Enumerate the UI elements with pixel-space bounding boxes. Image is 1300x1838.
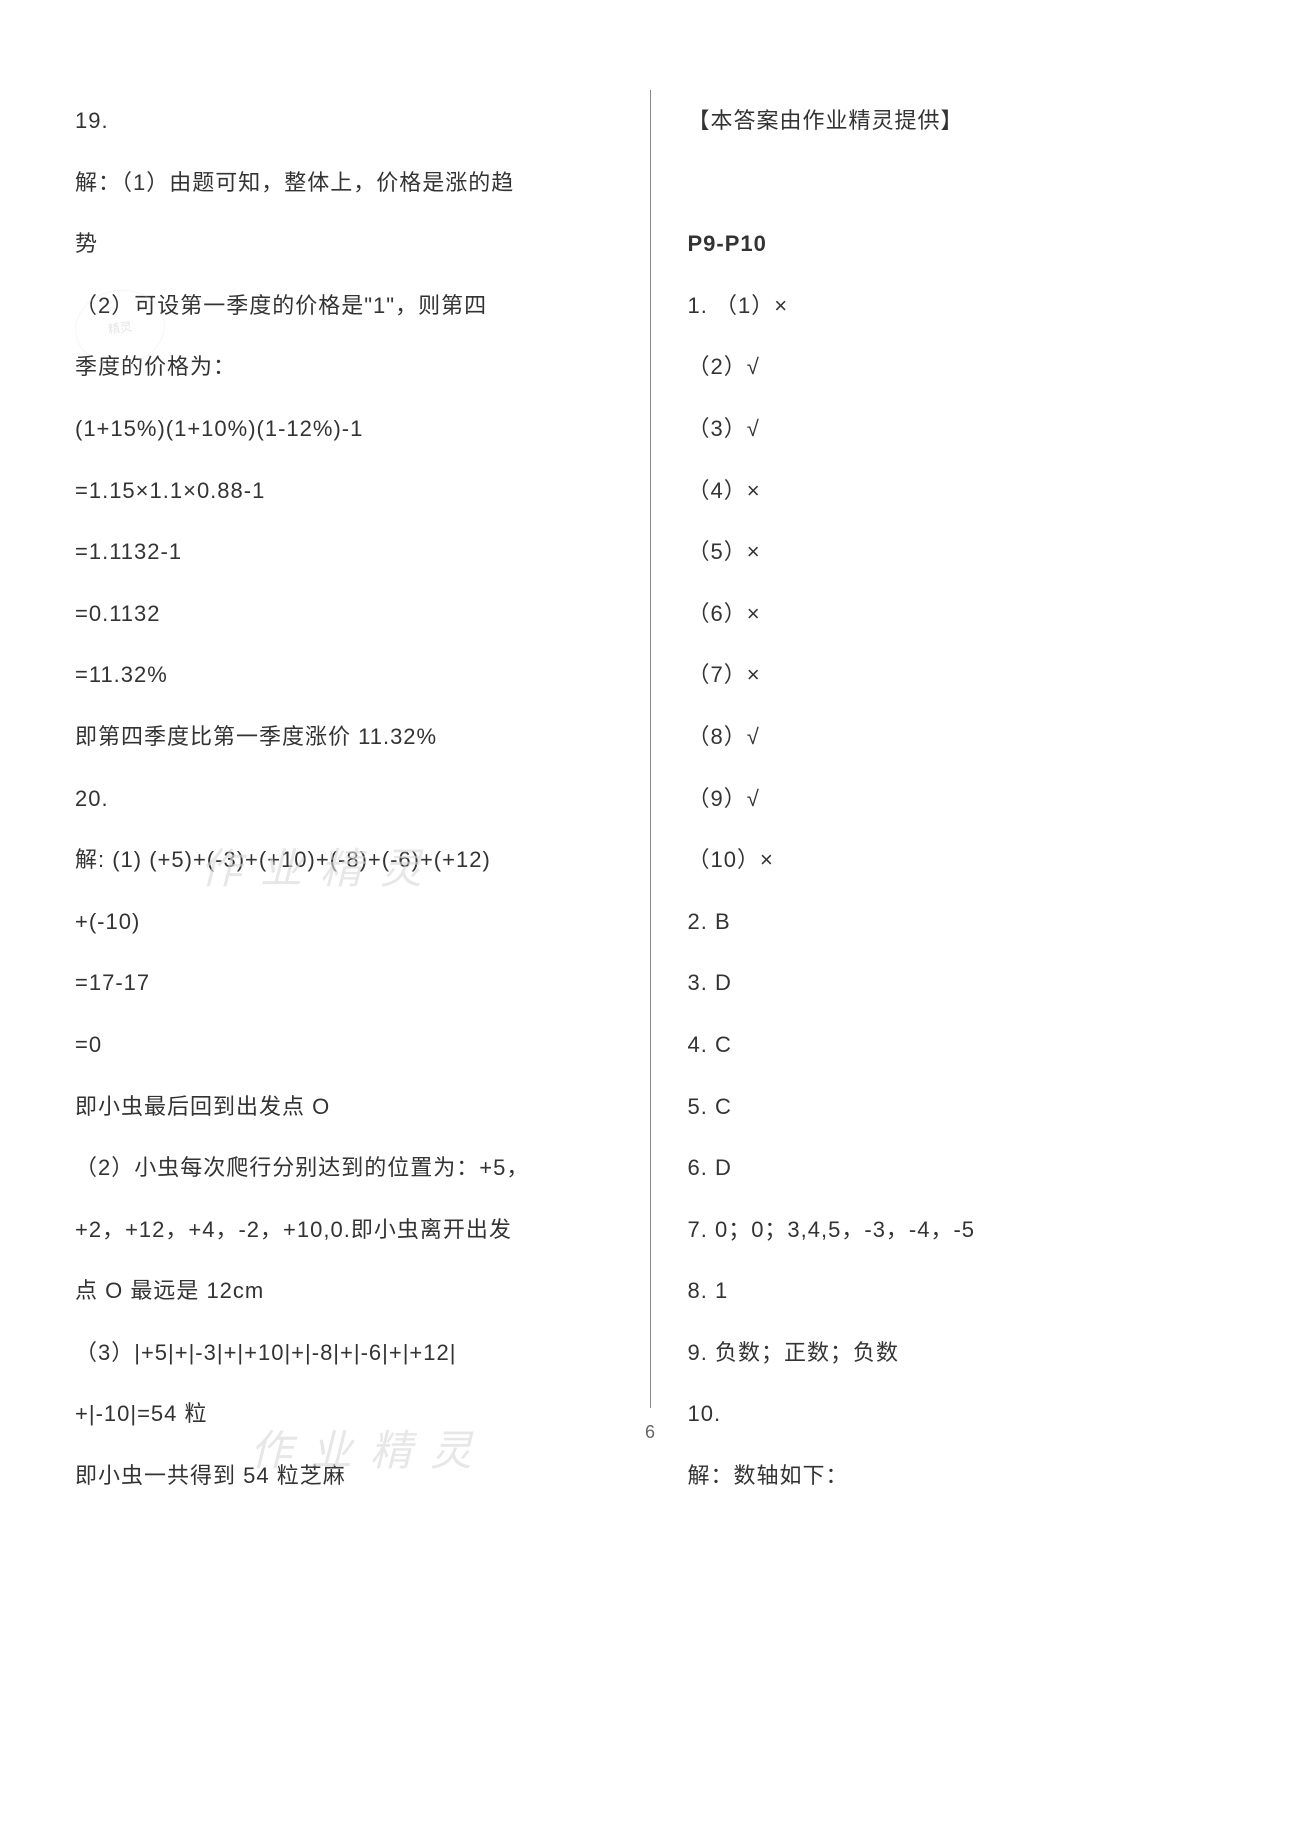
- answer-source: 【本答案由作业精灵提供】: [688, 90, 1241, 152]
- q20-part2-1: （2）小虫每次爬行分别达到的位置为：+5，: [75, 1137, 638, 1199]
- spacer: [688, 152, 1241, 214]
- ans-1-9: （9）√: [688, 768, 1241, 830]
- q20-number: 20.: [75, 768, 638, 830]
- section-header: P9-P10: [688, 213, 1241, 275]
- ans-4: 4. C: [688, 1014, 1241, 1076]
- ans-1-1: 1. （1）×: [688, 275, 1241, 337]
- ans-8: 8. 1: [688, 1260, 1241, 1322]
- watermark-text-1: 作业精灵: [200, 835, 440, 896]
- ans-3: 3. D: [688, 952, 1241, 1014]
- ans-7: 7. 0；0；3,4,5，-3，-4，-5: [688, 1199, 1241, 1261]
- q20-sol-2: +(-10): [75, 891, 638, 953]
- page-number: 6: [645, 1422, 655, 1443]
- q19-sol-4: 季度的价格为：: [75, 336, 638, 398]
- ans-1-10: （10）×: [688, 829, 1241, 891]
- ans-6: 6. D: [688, 1137, 1241, 1199]
- q20-part2-2: +2，+12，+4，-2，+10,0.即小虫离开出发: [75, 1199, 638, 1261]
- ans-1-7: （7）×: [688, 644, 1241, 706]
- q20-part3-1: （3）|+5|+|-3|+|+10|+|-8|+|-6|+|+12|: [75, 1322, 638, 1384]
- q20-conclusion-1: 即小虫最后回到出发点 O: [75, 1076, 638, 1138]
- stamp-text: 精灵: [107, 317, 133, 337]
- q19-number: 19.: [75, 90, 638, 152]
- q19-sol-1: 解：（1）由题可知，整体上，价格是涨的趋: [75, 152, 638, 214]
- q19-sol-9: =11.32%: [75, 644, 638, 706]
- q20-sol-3: =17-17: [75, 952, 638, 1014]
- ans-10-sol: 解：数轴如下：: [688, 1445, 1241, 1507]
- right-column: 【本答案由作业精灵提供】 P9-P10 1. （1）× （2）√ （3）√ （4…: [658, 90, 1241, 1798]
- ans-1-5: （5）×: [688, 521, 1241, 583]
- q19-conclusion: 即第四季度比第一季度涨价 11.32%: [75, 706, 638, 768]
- q20-part2-3: 点 O 最远是 12cm: [75, 1260, 638, 1322]
- q19-sol-7: =1.1132-1: [75, 521, 638, 583]
- ans-1-6: （6）×: [688, 583, 1241, 645]
- ans-9: 9. 负数；正数；负数: [688, 1322, 1241, 1384]
- q19-sol-8: =0.1132: [75, 583, 638, 645]
- q19-sol-5: (1+15%)(1+10%)(1-12%)-1: [75, 398, 638, 460]
- ans-1-4: （4）×: [688, 460, 1241, 522]
- q20-sol-4: =0: [75, 1014, 638, 1076]
- column-divider: [650, 90, 651, 1408]
- ans-1-2: （2）√: [688, 336, 1241, 398]
- ans-1-3: （3）√: [688, 398, 1241, 460]
- ans-2: 2. B: [688, 891, 1241, 953]
- q19-sol-6: =1.15×1.1×0.88-1: [75, 460, 638, 522]
- ans-5: 5. C: [688, 1076, 1241, 1138]
- left-column: 19. 解：（1）由题可知，整体上，价格是涨的趋 势 （2）可设第一季度的价格是…: [75, 90, 658, 1798]
- ans-10: 10.: [688, 1383, 1241, 1445]
- ans-1-8: （8）√: [688, 706, 1241, 768]
- page-container: 精灵 19. 解：（1）由题可知，整体上，价格是涨的趋 势 （2）可设第一季度的…: [0, 0, 1300, 1838]
- q19-sol-2: 势: [75, 213, 638, 275]
- watermark-text-2: 作业精灵: [250, 1417, 490, 1478]
